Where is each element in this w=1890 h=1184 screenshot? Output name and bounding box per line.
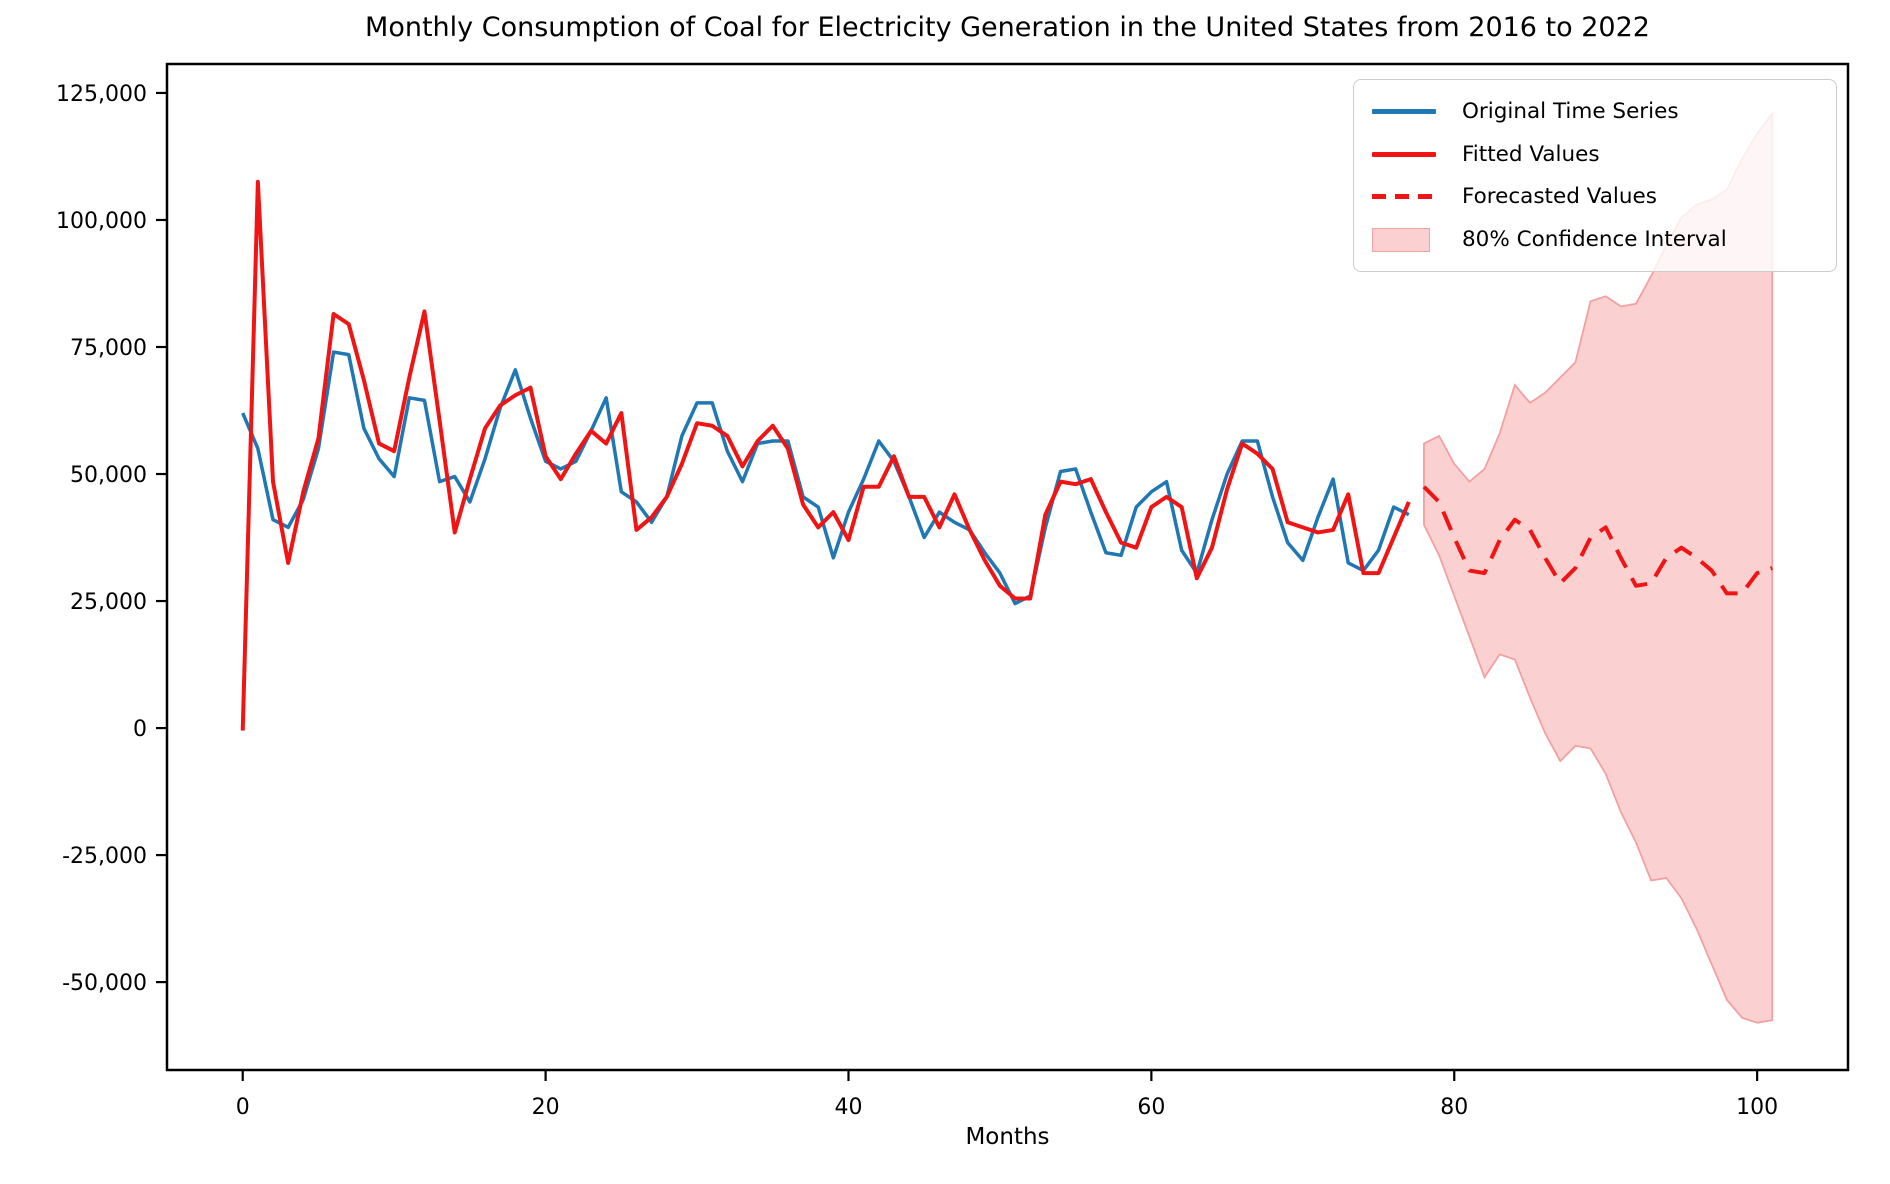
legend-item: Original Time Series: [1372, 90, 1818, 132]
plot-frame: [165, 62, 1850, 1072]
legend-line-swatch-icon: [1372, 108, 1436, 114]
y-tick-label: 125,000: [56, 82, 147, 107]
legend-swatch-icon: [1372, 194, 1436, 200]
legend-item-label: Forecasted Values: [1462, 184, 1657, 210]
x-tick-label: 100: [1736, 1095, 1778, 1120]
x-tick-label: 60: [1137, 1095, 1165, 1120]
y-tick-label: 0: [133, 717, 147, 742]
fitted-series-line: [240, 179, 1411, 731]
legend-item-label: Fitted Values: [1462, 141, 1600, 167]
original-series-line: [241, 350, 1410, 606]
legend-item: Forecasted Values: [1372, 176, 1818, 218]
legend-swatch-icon: [1372, 108, 1436, 114]
y-tick-label: -25,000: [62, 844, 147, 869]
legend-item: Fitted Values: [1372, 133, 1818, 175]
legend-swatch-icon: [1372, 151, 1436, 157]
legend-line-swatch-icon: [1372, 151, 1436, 157]
x-tick-label: 40: [834, 1095, 862, 1120]
y-tick-label: 100,000: [56, 209, 147, 234]
forecast-series-line: [1422, 485, 1773, 596]
legend-item: 80% Confidence Interval: [1372, 219, 1818, 261]
legend-line-swatch-icon: [1372, 194, 1436, 200]
legend-fill-swatch-icon: [1372, 227, 1430, 252]
y-tick-label: -50,000: [62, 971, 147, 996]
legend-swatch-icon: [1372, 227, 1436, 252]
y-tick-label: 25,000: [70, 590, 147, 615]
x-tick-label: 0: [236, 1095, 250, 1120]
x-axis-label: Months: [965, 1124, 1050, 1150]
y-tick-label: 75,000: [70, 336, 147, 361]
x-tick-label: 20: [532, 1095, 560, 1120]
confidence-band: [1423, 110, 1774, 1024]
x-tick-label: 80: [1440, 1095, 1468, 1120]
legend: Original Time Series Fitted Values Forec…: [1353, 79, 1837, 272]
legend-item-label: 80% Confidence Interval: [1462, 227, 1727, 253]
chart-title: Monthly Consumption of Coal for Electric…: [365, 12, 1650, 43]
legend-item-label: Original Time Series: [1462, 98, 1679, 124]
y-tick-label: 50,000: [70, 463, 147, 488]
